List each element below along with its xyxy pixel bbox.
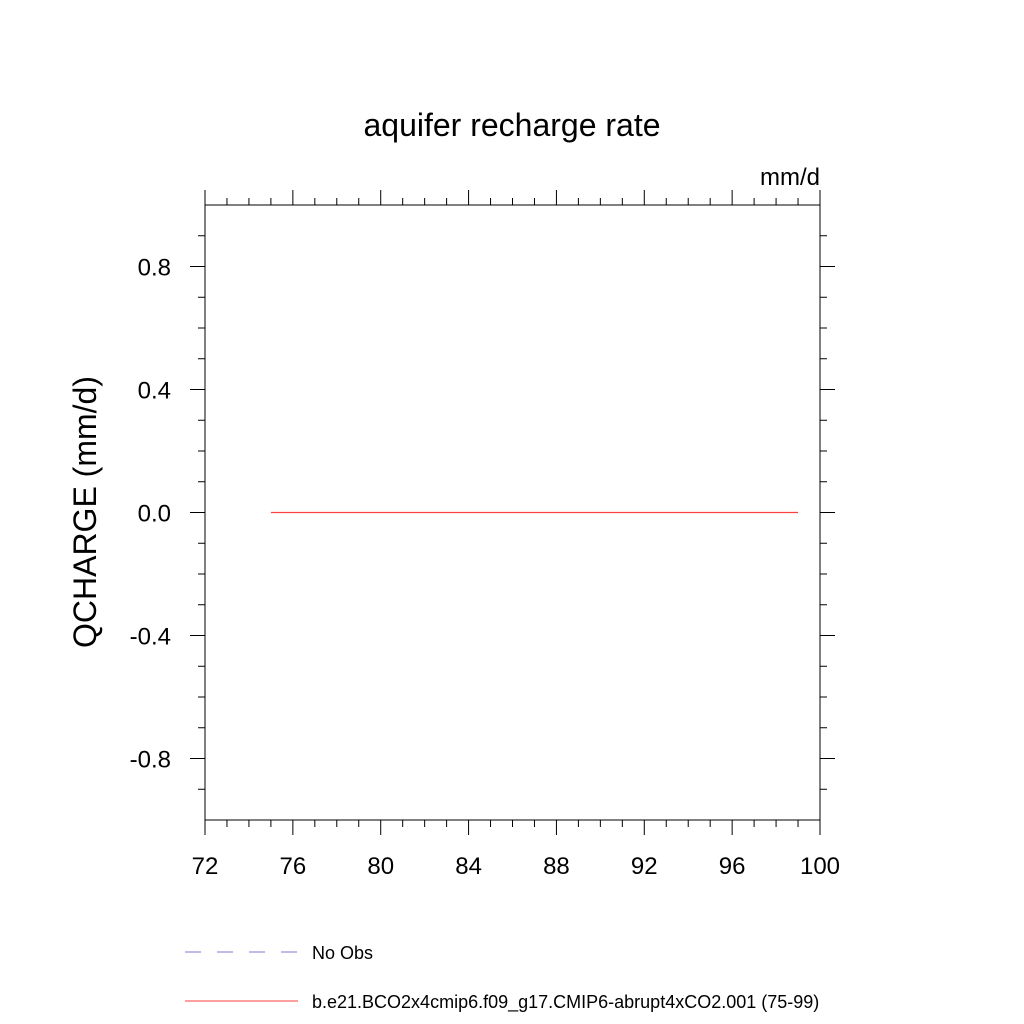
x-tick-label: 72 (192, 853, 219, 880)
chart-title: aquifer recharge rate (363, 107, 660, 143)
legend: No Obs b.e21.BCO2x4cmip6.f09_g17.CMIP6-ab… (185, 943, 819, 1013)
legend-label: No Obs (312, 943, 373, 963)
x-tick-label: 84 (455, 853, 482, 880)
y-tick-label: -0.4 (130, 624, 171, 651)
y-tick-label: 0.8 (138, 255, 171, 282)
tick-labels: 72 76 80 84 88 92 96 100 0.8 0.4 0.0 -0.4 -0.8 (130, 255, 840, 881)
y-axis-label: QCHARGE (mm/d) (67, 376, 103, 648)
y-tick-label: -0.8 (130, 747, 171, 774)
x-tick-label: 100 (800, 853, 840, 880)
units-label: mm/d (760, 164, 820, 191)
y-tick-label: 0.0 (138, 501, 171, 528)
axis-ticks (190, 190, 835, 835)
x-tick-label: 76 (280, 853, 307, 880)
x-tick-label: 88 (543, 853, 570, 880)
x-tick-label: 96 (719, 853, 746, 880)
y-tick-label: 0.4 (138, 378, 171, 405)
legend-label: b.e21.BCO2x4cmip6.f09_g17.CMIP6-abrupt4x… (312, 992, 819, 1013)
x-tick-label: 92 (631, 853, 658, 880)
x-tick-label: 80 (367, 853, 394, 880)
